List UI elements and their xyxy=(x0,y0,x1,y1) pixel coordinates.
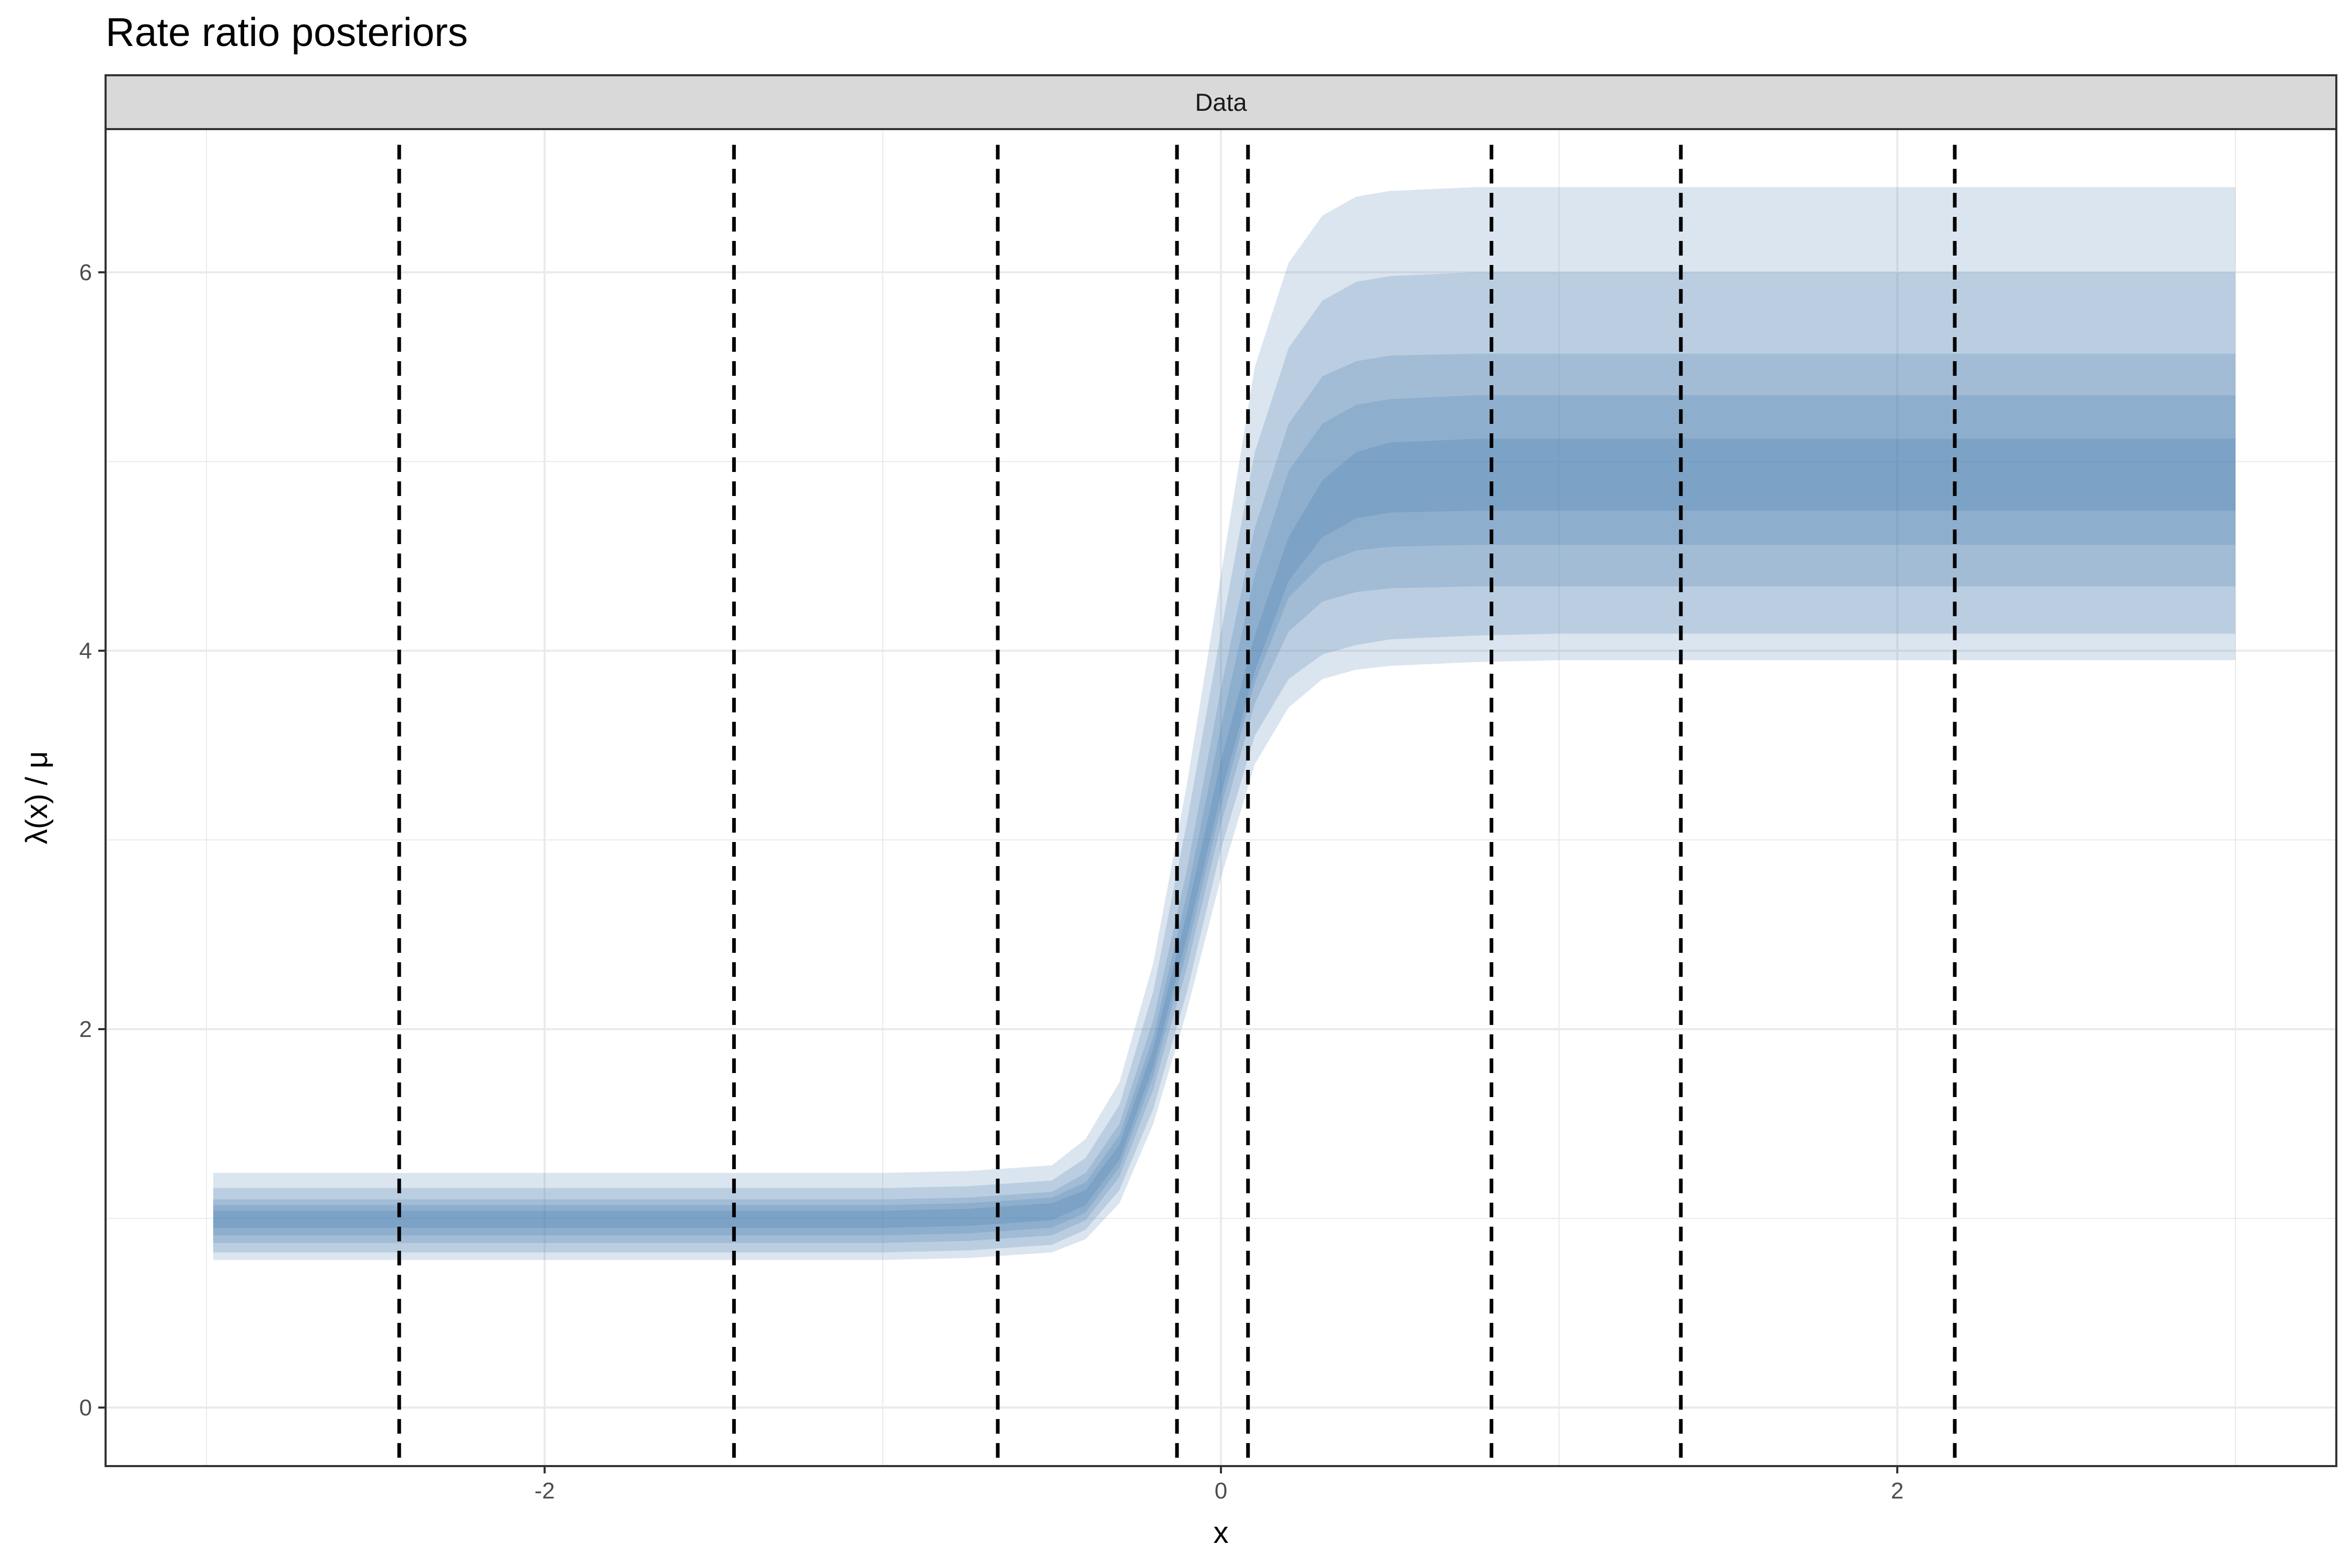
y-tick-label: 4 xyxy=(79,638,92,664)
y-tick-label: 2 xyxy=(79,1017,92,1042)
credible-band-80 xyxy=(213,353,2236,1243)
y-tick-label: 0 xyxy=(79,1395,92,1421)
credible-band-66 xyxy=(213,395,2236,1236)
grid-major xyxy=(106,129,2336,1466)
x-axis-ticks: -2 0 2 xyxy=(534,1466,1904,1504)
y-tick-label: 6 xyxy=(79,260,92,285)
facet-strip xyxy=(105,74,2337,130)
x-axis-title: x xyxy=(1214,1516,1229,1550)
x-tick-label: 2 xyxy=(1891,1478,1904,1504)
x-tick-label: 0 xyxy=(1215,1478,1227,1504)
y-axis-ticks: 0 2 4 6 xyxy=(79,260,106,1421)
credible-band-90 xyxy=(213,272,2236,1253)
chart-title: Rate ratio posteriors xyxy=(106,10,468,55)
facet-label: Data xyxy=(1195,88,1247,116)
credible-band-outer xyxy=(213,187,2236,1260)
posterior-bands xyxy=(213,187,2236,1260)
x-tick-label: -2 xyxy=(534,1478,555,1504)
data-vlines xyxy=(397,145,1957,1466)
y-axis-title: λ(x) / μ xyxy=(20,751,54,844)
